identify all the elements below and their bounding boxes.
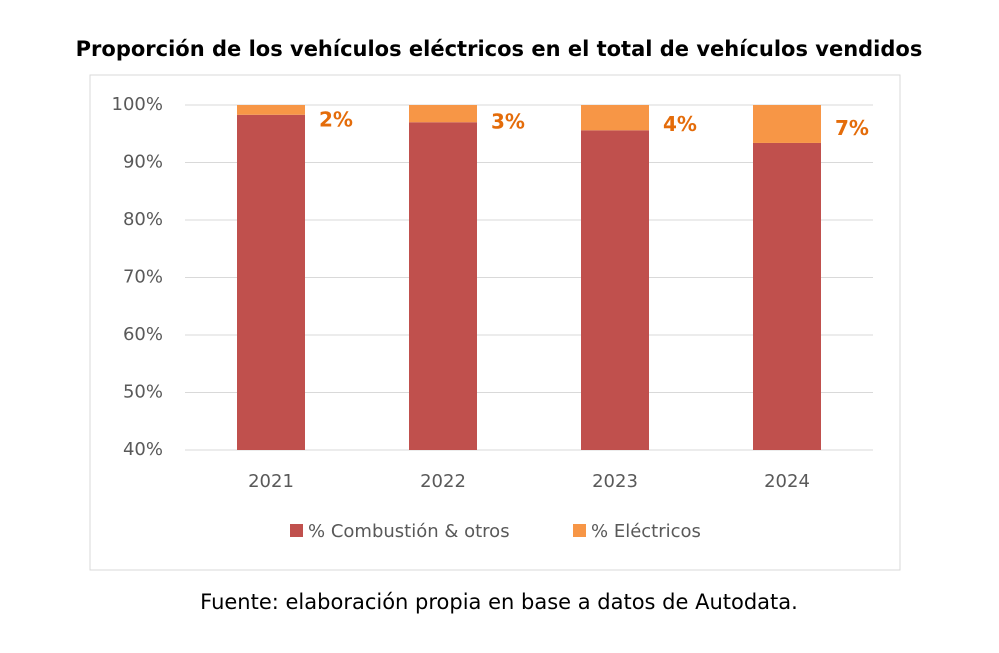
x-tick-label: 2021 xyxy=(248,471,294,492)
bar-segment xyxy=(753,142,821,450)
x-tick-label: 2024 xyxy=(764,471,810,492)
legend-label: % Combustión & otros xyxy=(308,521,510,542)
data-label: 3% xyxy=(491,110,525,134)
source-note: Fuente: elaboración propia en base a dat… xyxy=(200,590,798,614)
bar-segment xyxy=(409,122,477,450)
data-label: 2% xyxy=(319,107,353,131)
legend-swatch xyxy=(290,524,303,537)
y-tick-label: 40% xyxy=(123,439,163,460)
bar-segment xyxy=(237,105,305,115)
y-tick-label: 80% xyxy=(123,209,163,230)
chart-title: Proporción de los vehículos eléctricos e… xyxy=(76,37,923,61)
x-tick-label: 2022 xyxy=(420,471,466,492)
chart-frame xyxy=(89,74,901,571)
bar-segment xyxy=(753,105,821,143)
bar-segment xyxy=(581,105,649,131)
data-label: 7% xyxy=(835,116,869,140)
y-tick-label: 100% xyxy=(112,94,163,115)
legend-swatch xyxy=(573,524,586,537)
legend-label: % Eléctricos xyxy=(591,521,701,542)
y-tick-label: 50% xyxy=(123,382,163,403)
data-label: 4% xyxy=(663,112,697,136)
y-tick-label: 60% xyxy=(123,324,163,345)
bar-segment xyxy=(581,130,649,451)
y-tick-label: 90% xyxy=(123,152,163,173)
bar-segment xyxy=(409,105,477,123)
x-tick-label: 2023 xyxy=(592,471,638,492)
y-tick-label: 70% xyxy=(123,267,163,288)
bar-segment xyxy=(237,114,305,451)
